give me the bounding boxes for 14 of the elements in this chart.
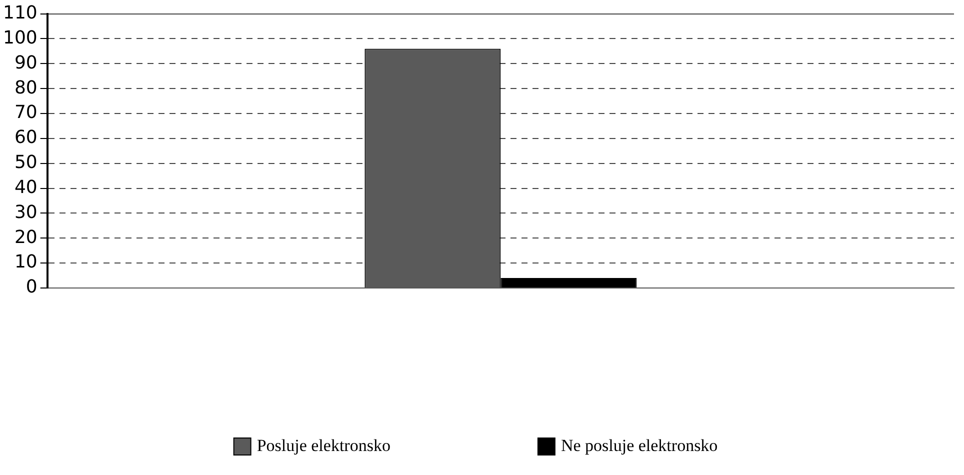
y-tick-label: 50 — [14, 152, 38, 174]
legend-label: Posluje elektronsko — [256, 436, 390, 455]
y-tick-label: 90 — [14, 52, 38, 74]
y-tick-label: 80 — [14, 77, 38, 98]
y-tick-label: 60 — [14, 127, 38, 148]
y-tick-label: 30 — [14, 202, 38, 223]
y-tick-label: 0 — [26, 276, 38, 298]
y-tick-label: 40 — [14, 176, 38, 198]
y-tick-label: 10 — [14, 252, 38, 273]
legend-label: Ne posluje elektronsko — [560, 436, 718, 455]
y-tick-label: 110 — [2, 2, 38, 24]
y-tick-label: 70 — [14, 102, 38, 124]
y-tick-label: 20 — [14, 226, 38, 248]
y-tick-label: 100 — [2, 27, 38, 48]
